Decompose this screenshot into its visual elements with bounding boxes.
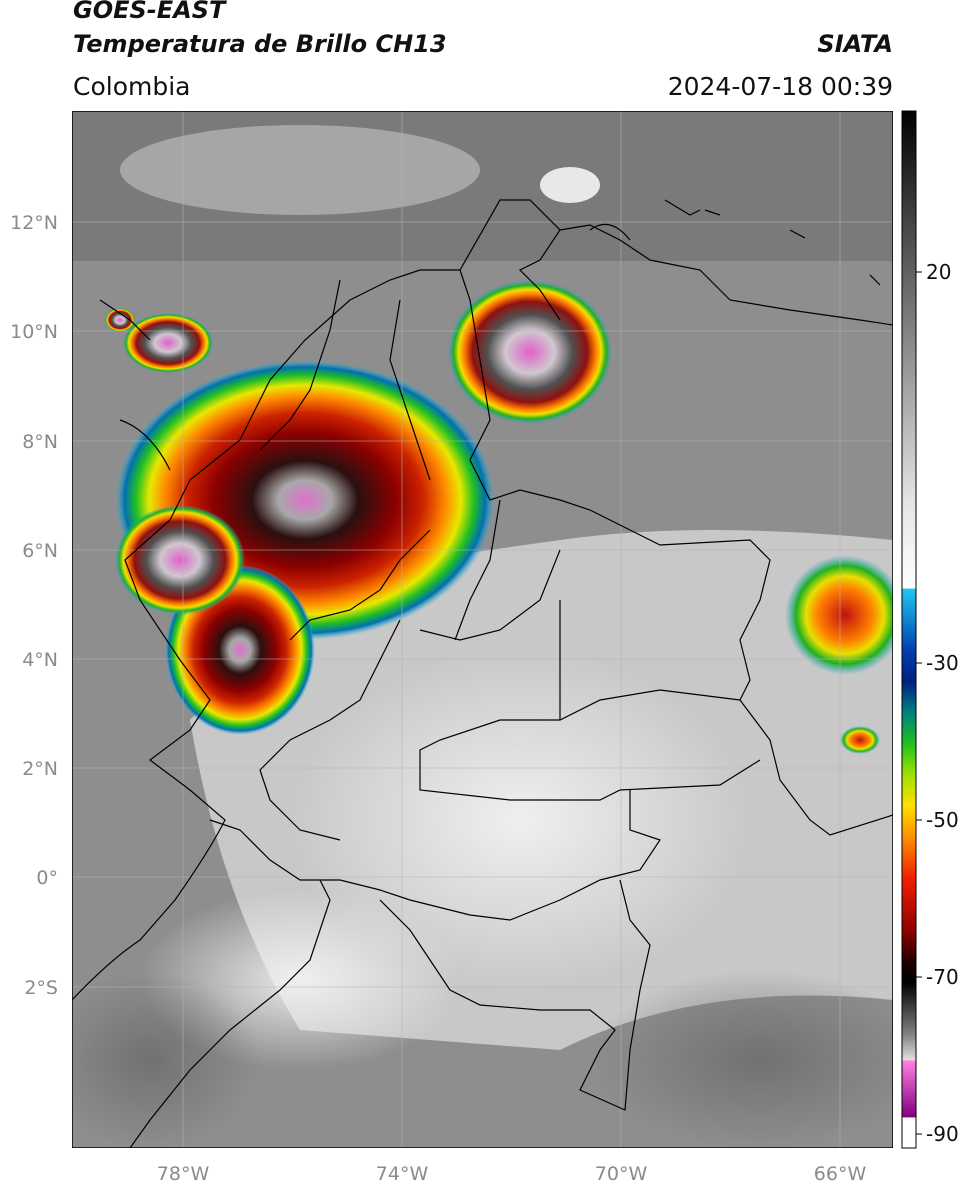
gridlines (72, 111, 893, 1148)
lat-label: 12°N (10, 212, 58, 234)
satellite-title: GOES-EAST (73, 0, 226, 24)
convective-cell-caribbean (123, 313, 213, 373)
high-cloud-north (120, 125, 480, 215)
lat-axis: 12°N 10°N 8°N 6°N 4°N 2°N 0° 2°S (10, 212, 58, 999)
colorbar-tick: -30 (926, 651, 959, 675)
region-label: Colombia (73, 72, 191, 101)
convective-cell-west (115, 505, 245, 615)
convective-cell-tiny (105, 308, 135, 332)
colorbar-tick: -50 (926, 808, 959, 832)
lon-label: 74°W (376, 1163, 429, 1185)
map-panel (72, 111, 893, 1148)
lat-label: 8°N (22, 431, 58, 453)
colorbar-tick: -70 (926, 965, 959, 989)
lat-label: 4°N (22, 649, 58, 671)
colorbar: 20 -30 -50 -70 -90 (901, 110, 959, 1149)
cloud-puff (540, 167, 600, 203)
colorbar-tick: 20 (926, 260, 951, 284)
colorbar-gradient (901, 110, 917, 1149)
lon-axis: 78°W 74°W 70°W 66°W (157, 1163, 867, 1185)
lat-label: 6°N (22, 540, 58, 562)
datetime-label: 2024-07-18 00:39 (667, 72, 893, 101)
convective-storm-east (785, 555, 893, 675)
lat-label: 2°N (22, 758, 58, 780)
lat-label: 0° (36, 867, 58, 889)
lat-label: 2°S (24, 977, 58, 999)
dark-area-sw (72, 970, 260, 1148)
coastlines-borders (72, 199, 893, 1148)
lon-label: 66°W (814, 1163, 867, 1185)
convective-cell-small (840, 726, 880, 754)
bright-cloud-field (290, 650, 750, 990)
colorbar-tick: -90 (926, 1122, 959, 1146)
lon-label: 70°W (595, 1163, 648, 1185)
product-title: Temperatura de Brillo CH13 (73, 30, 447, 58)
lat-label: 10°N (10, 321, 58, 343)
organization-label: SIATA (817, 30, 893, 58)
lon-label: 78°W (157, 1163, 210, 1185)
convective-storm-maracaibo (448, 280, 612, 424)
ocean-north (72, 111, 893, 261)
dark-area-se (590, 970, 893, 1148)
